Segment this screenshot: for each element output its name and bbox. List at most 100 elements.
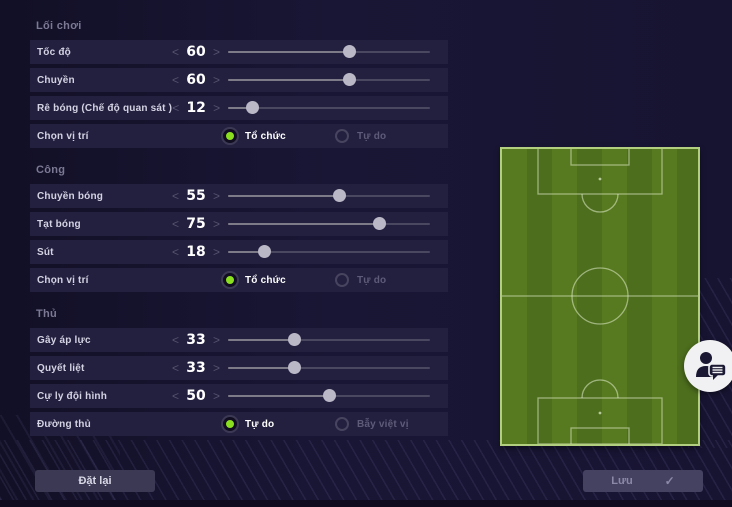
slider-handle[interactable] bbox=[342, 45, 356, 58]
slider-handle[interactable] bbox=[288, 361, 302, 374]
value-stepper: < 18 > bbox=[172, 240, 220, 264]
slider[interactable] bbox=[228, 68, 430, 92]
radio-icon[interactable] bbox=[223, 273, 237, 287]
coach-chat-fab[interactable] bbox=[684, 340, 732, 392]
slider-handle[interactable] bbox=[245, 101, 259, 114]
radio-icon[interactable] bbox=[223, 417, 237, 431]
chevron-right-icon[interactable]: > bbox=[212, 245, 220, 259]
slider-handle[interactable] bbox=[288, 333, 302, 346]
radio-option[interactable]: Tổ chức bbox=[223, 268, 286, 292]
chevron-right-icon[interactable]: > bbox=[212, 217, 220, 231]
slider-fill bbox=[228, 79, 350, 81]
row-label: Tạt bóng bbox=[37, 218, 81, 230]
radio-icon[interactable] bbox=[335, 273, 349, 287]
value-stepper: < 55 > bbox=[172, 184, 220, 208]
slider-fill bbox=[228, 195, 340, 197]
slider-value: 55 bbox=[186, 188, 206, 204]
row-label: Chuyền bbox=[37, 74, 75, 86]
slider-fill bbox=[228, 339, 295, 341]
slider-fill bbox=[228, 107, 253, 109]
slider[interactable] bbox=[228, 40, 430, 64]
chevron-right-icon[interactable]: > bbox=[212, 389, 220, 403]
slider[interactable] bbox=[228, 96, 430, 120]
radio-option-label: Tổ chức bbox=[245, 274, 286, 286]
chevron-left-icon[interactable]: < bbox=[172, 333, 180, 347]
slider-fill bbox=[228, 367, 295, 369]
radio-option[interactable]: Tự do bbox=[335, 124, 386, 148]
slider[interactable] bbox=[228, 328, 430, 352]
tactics-settings-panel: Lối chơi Tốc độ < 60 > Chuyền < 60 > bbox=[30, 20, 448, 452]
slider[interactable] bbox=[228, 212, 430, 236]
chevron-left-icon[interactable]: < bbox=[172, 245, 180, 259]
slider-handle[interactable] bbox=[332, 189, 346, 202]
slider-value: 50 bbox=[186, 388, 206, 404]
save-button-label: Lưu bbox=[611, 475, 633, 487]
radio-icon[interactable] bbox=[335, 417, 349, 431]
slider-value: 60 bbox=[186, 44, 206, 60]
slider-fill bbox=[228, 51, 350, 53]
slider[interactable] bbox=[228, 384, 430, 408]
slider[interactable] bbox=[228, 184, 430, 208]
value-stepper: < 33 > bbox=[172, 328, 220, 352]
chevron-left-icon[interactable]: < bbox=[172, 101, 180, 115]
chevron-right-icon[interactable]: > bbox=[212, 189, 220, 203]
slider-value: 12 bbox=[186, 100, 206, 116]
chevron-left-icon[interactable]: < bbox=[172, 389, 180, 403]
person-chat-icon bbox=[696, 352, 727, 380]
slider-row-shooting: Sút < 18 > bbox=[30, 240, 448, 264]
value-stepper: < 60 > bbox=[172, 68, 220, 92]
slider-track bbox=[228, 107, 430, 109]
radio-row-positioning: Chọn vị trí Tổ chức Tự do bbox=[30, 268, 448, 292]
radio-option-label: Tự do bbox=[245, 418, 275, 430]
chevron-right-icon[interactable]: > bbox=[212, 73, 220, 87]
radio-option[interactable]: Tự do bbox=[335, 268, 386, 292]
chevron-right-icon[interactable]: > bbox=[212, 45, 220, 59]
slider-handle[interactable] bbox=[257, 245, 271, 258]
section-attack: Công Chuyền bóng < 55 > Tạt bóng < 75 > bbox=[30, 164, 448, 292]
radio-row-defensive-line: Đường thủ Tự do Bẫy việt vị bbox=[30, 412, 448, 436]
value-stepper: < 75 > bbox=[172, 212, 220, 236]
slider-fill bbox=[228, 395, 329, 397]
section-header: Lối chơi bbox=[36, 20, 82, 32]
chevron-left-icon[interactable]: < bbox=[172, 361, 180, 375]
slider[interactable] bbox=[228, 240, 430, 264]
radio-option[interactable]: Bẫy việt vị bbox=[335, 412, 409, 436]
slider-fill bbox=[228, 251, 265, 253]
chevron-right-icon[interactable]: > bbox=[212, 361, 220, 375]
chevron-left-icon[interactable]: < bbox=[172, 45, 180, 59]
slider-handle[interactable] bbox=[373, 217, 386, 230]
chevron-left-icon[interactable]: < bbox=[172, 73, 180, 87]
row-label: Đường thủ bbox=[37, 418, 91, 430]
row-label: Cự ly đội hình bbox=[37, 390, 108, 402]
slider[interactable] bbox=[228, 356, 430, 380]
slider-track bbox=[228, 339, 430, 341]
row-label: Chọn vị trí bbox=[37, 130, 89, 142]
save-button[interactable]: Lưu ✓ bbox=[583, 470, 703, 492]
slider-handle[interactable] bbox=[342, 73, 356, 86]
section-header: Công bbox=[36, 164, 66, 176]
slider-track bbox=[228, 251, 430, 253]
radio-option[interactable]: Tự do bbox=[223, 412, 274, 436]
radio-option-label: Tự do bbox=[357, 274, 387, 286]
reset-button[interactable]: Đặt lại bbox=[35, 470, 155, 492]
slider-row-crossing: Tạt bóng < 75 > bbox=[30, 212, 448, 236]
slider-value: 75 bbox=[186, 216, 206, 232]
slider-row-aggression: Quyết liệt < 33 > bbox=[30, 356, 448, 380]
slider-value: 18 bbox=[186, 244, 206, 260]
radio-option-label: Tổ chức bbox=[245, 130, 286, 142]
radio-row-positioning: Chọn vị trí Tổ chức Tự do bbox=[30, 124, 448, 148]
row-label: Chọn vị trí bbox=[37, 274, 89, 286]
chevron-right-icon[interactable]: > bbox=[213, 101, 221, 115]
slider-handle[interactable] bbox=[322, 389, 336, 402]
pitch-lines bbox=[502, 149, 698, 444]
row-label: Chuyền bóng bbox=[37, 190, 104, 202]
row-label: Quyết liệt bbox=[37, 362, 85, 374]
radio-option[interactable]: Tổ chức bbox=[223, 124, 286, 148]
radio-icon[interactable] bbox=[223, 129, 237, 143]
chevron-left-icon[interactable]: < bbox=[172, 217, 180, 231]
value-stepper: < 33 > bbox=[172, 356, 220, 380]
chevron-right-icon[interactable]: > bbox=[212, 333, 220, 347]
chevron-left-icon[interactable]: < bbox=[172, 189, 180, 203]
radio-icon[interactable] bbox=[335, 129, 349, 143]
value-stepper: < 60 > bbox=[172, 40, 220, 64]
